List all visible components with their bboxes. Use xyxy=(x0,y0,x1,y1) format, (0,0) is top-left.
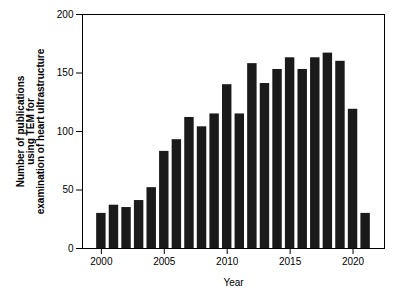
svg-text:Number of publicationsusing TE: Number of publicationsusing TEM forexami… xyxy=(15,48,46,214)
svg-text:0: 0 xyxy=(68,243,74,254)
svg-text:2000: 2000 xyxy=(90,256,113,267)
svg-text:100: 100 xyxy=(57,126,74,137)
svg-text:Year: Year xyxy=(223,277,244,288)
svg-text:2005: 2005 xyxy=(153,256,176,267)
svg-text:2010: 2010 xyxy=(216,256,239,267)
svg-text:2015: 2015 xyxy=(279,256,302,267)
svg-text:200: 200 xyxy=(57,9,74,20)
svg-text:50: 50 xyxy=(62,184,74,195)
svg-text:2020: 2020 xyxy=(342,256,365,267)
svg-text:150: 150 xyxy=(57,67,74,78)
